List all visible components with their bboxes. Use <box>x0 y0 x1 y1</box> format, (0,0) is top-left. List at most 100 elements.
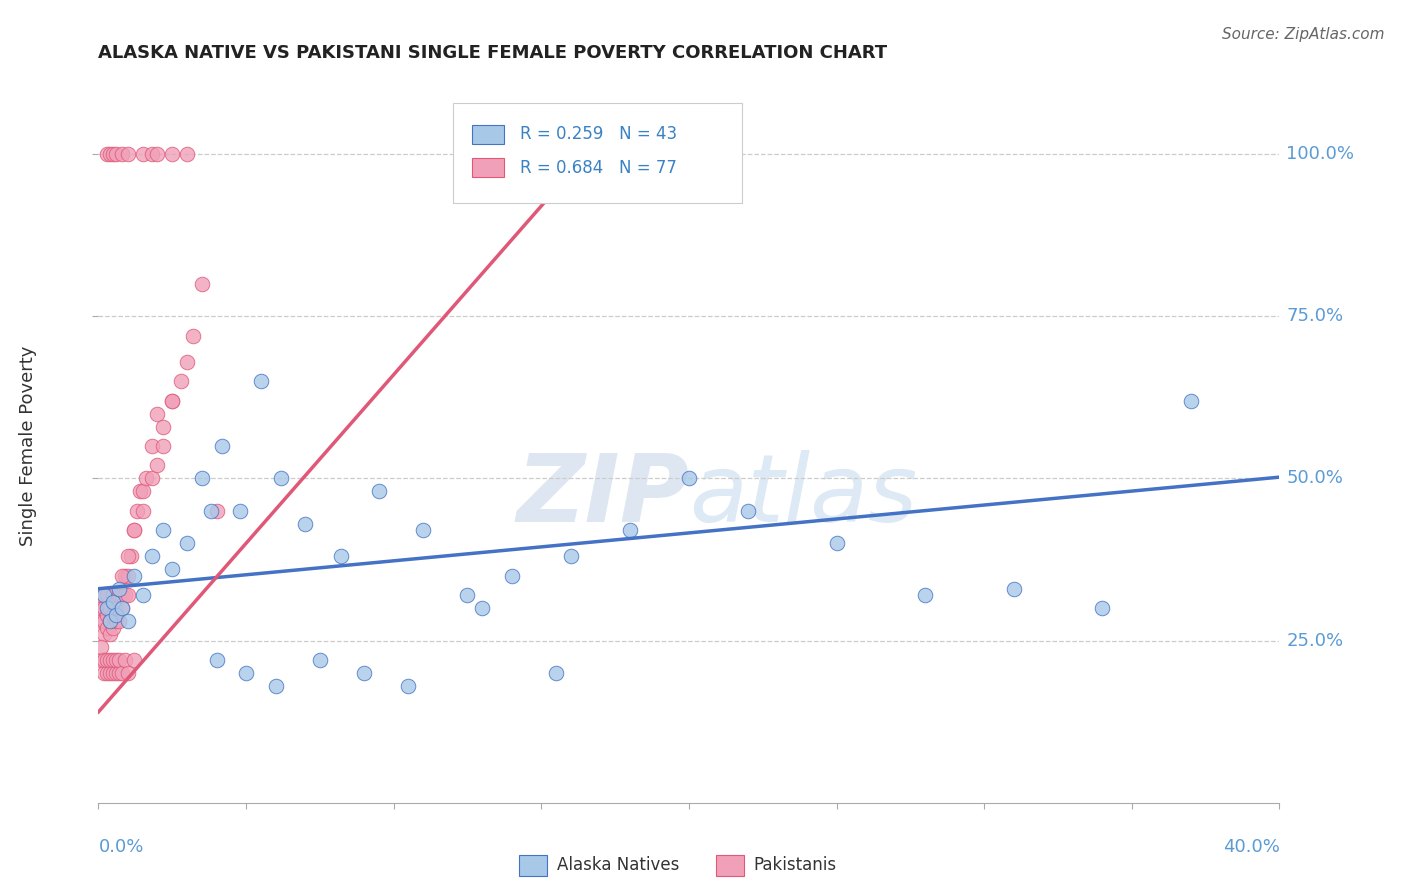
Point <box>90 601 112 615</box>
Point <box>146 458 169 473</box>
Point <box>132 504 155 518</box>
Text: ALASKA NATIVE VS PAKISTANI SINGLE FEMALE POVERTY CORRELATION CHART: ALASKA NATIVE VS PAKISTANI SINGLE FEMALE… <box>98 45 887 62</box>
Point <box>141 549 163 564</box>
Point <box>111 147 134 161</box>
Point <box>678 471 700 485</box>
Point <box>250 374 273 388</box>
Point <box>456 588 478 602</box>
Point <box>162 562 183 576</box>
Point <box>122 524 145 538</box>
Point <box>98 147 121 161</box>
Point <box>309 653 332 667</box>
Point <box>294 516 316 531</box>
FancyBboxPatch shape <box>471 125 503 144</box>
Point <box>117 549 139 564</box>
Point <box>111 588 134 602</box>
Point <box>98 653 121 667</box>
Point <box>122 653 145 667</box>
Point <box>103 588 125 602</box>
Point <box>93 588 115 602</box>
Point <box>111 568 134 582</box>
Point <box>132 484 155 499</box>
Point <box>105 147 128 161</box>
Point <box>141 471 163 485</box>
Point <box>205 504 228 518</box>
Point <box>914 588 936 602</box>
Point <box>93 601 115 615</box>
Point <box>117 614 139 628</box>
Point <box>560 549 582 564</box>
Point <box>191 277 214 291</box>
Point <box>90 588 112 602</box>
Point <box>96 607 118 622</box>
Point <box>368 484 391 499</box>
Point <box>111 601 134 615</box>
Text: Single Female Poverty: Single Female Poverty <box>20 346 37 546</box>
Text: 100.0%: 100.0% <box>1286 145 1354 163</box>
Text: Alaska Natives: Alaska Natives <box>557 856 679 874</box>
Point <box>96 147 118 161</box>
Text: R = 0.684   N = 77: R = 0.684 N = 77 <box>520 159 676 177</box>
Point <box>471 601 494 615</box>
Point <box>96 653 118 667</box>
Point <box>176 147 198 161</box>
Text: 75.0%: 75.0% <box>1286 307 1344 326</box>
Point <box>1180 393 1202 408</box>
Point <box>1002 582 1025 596</box>
Point <box>105 601 128 615</box>
Point <box>132 588 155 602</box>
Point <box>105 607 128 622</box>
Point <box>108 666 131 681</box>
Point <box>96 621 118 635</box>
Point <box>146 407 169 421</box>
Point <box>619 524 641 538</box>
Point <box>152 419 174 434</box>
Point <box>176 354 198 368</box>
Text: 40.0%: 40.0% <box>1223 838 1279 856</box>
Point <box>544 666 567 681</box>
Point <box>191 471 214 485</box>
Point <box>170 374 193 388</box>
Point <box>105 653 128 667</box>
Point <box>412 524 434 538</box>
Point <box>103 666 125 681</box>
Point <box>825 536 848 550</box>
Point <box>111 666 134 681</box>
Point <box>108 653 131 667</box>
Point <box>93 666 115 681</box>
FancyBboxPatch shape <box>471 158 503 178</box>
Point <box>108 588 131 602</box>
Point <box>181 328 204 343</box>
Point <box>114 653 136 667</box>
Point <box>176 536 198 550</box>
Point <box>117 588 139 602</box>
Point <box>122 568 145 582</box>
Point <box>211 439 233 453</box>
Point <box>264 679 287 693</box>
Point <box>737 504 759 518</box>
FancyBboxPatch shape <box>453 103 742 203</box>
Point <box>105 614 128 628</box>
Point <box>103 653 125 667</box>
Point <box>128 484 150 499</box>
Point <box>103 595 125 609</box>
Point <box>146 147 169 161</box>
Point <box>229 504 252 518</box>
Point <box>162 393 183 408</box>
Point <box>103 607 125 622</box>
Point <box>396 679 419 693</box>
Point <box>200 504 222 518</box>
Point <box>98 601 121 615</box>
Point <box>90 614 112 628</box>
Point <box>108 614 131 628</box>
Point <box>93 614 115 628</box>
Point <box>93 653 115 667</box>
Point <box>117 568 139 582</box>
Point <box>162 147 183 161</box>
Point <box>120 549 142 564</box>
Point <box>98 614 121 628</box>
Point <box>98 627 121 641</box>
Point <box>1091 601 1114 615</box>
Text: 50.0%: 50.0% <box>1286 469 1343 487</box>
Point <box>501 568 523 582</box>
